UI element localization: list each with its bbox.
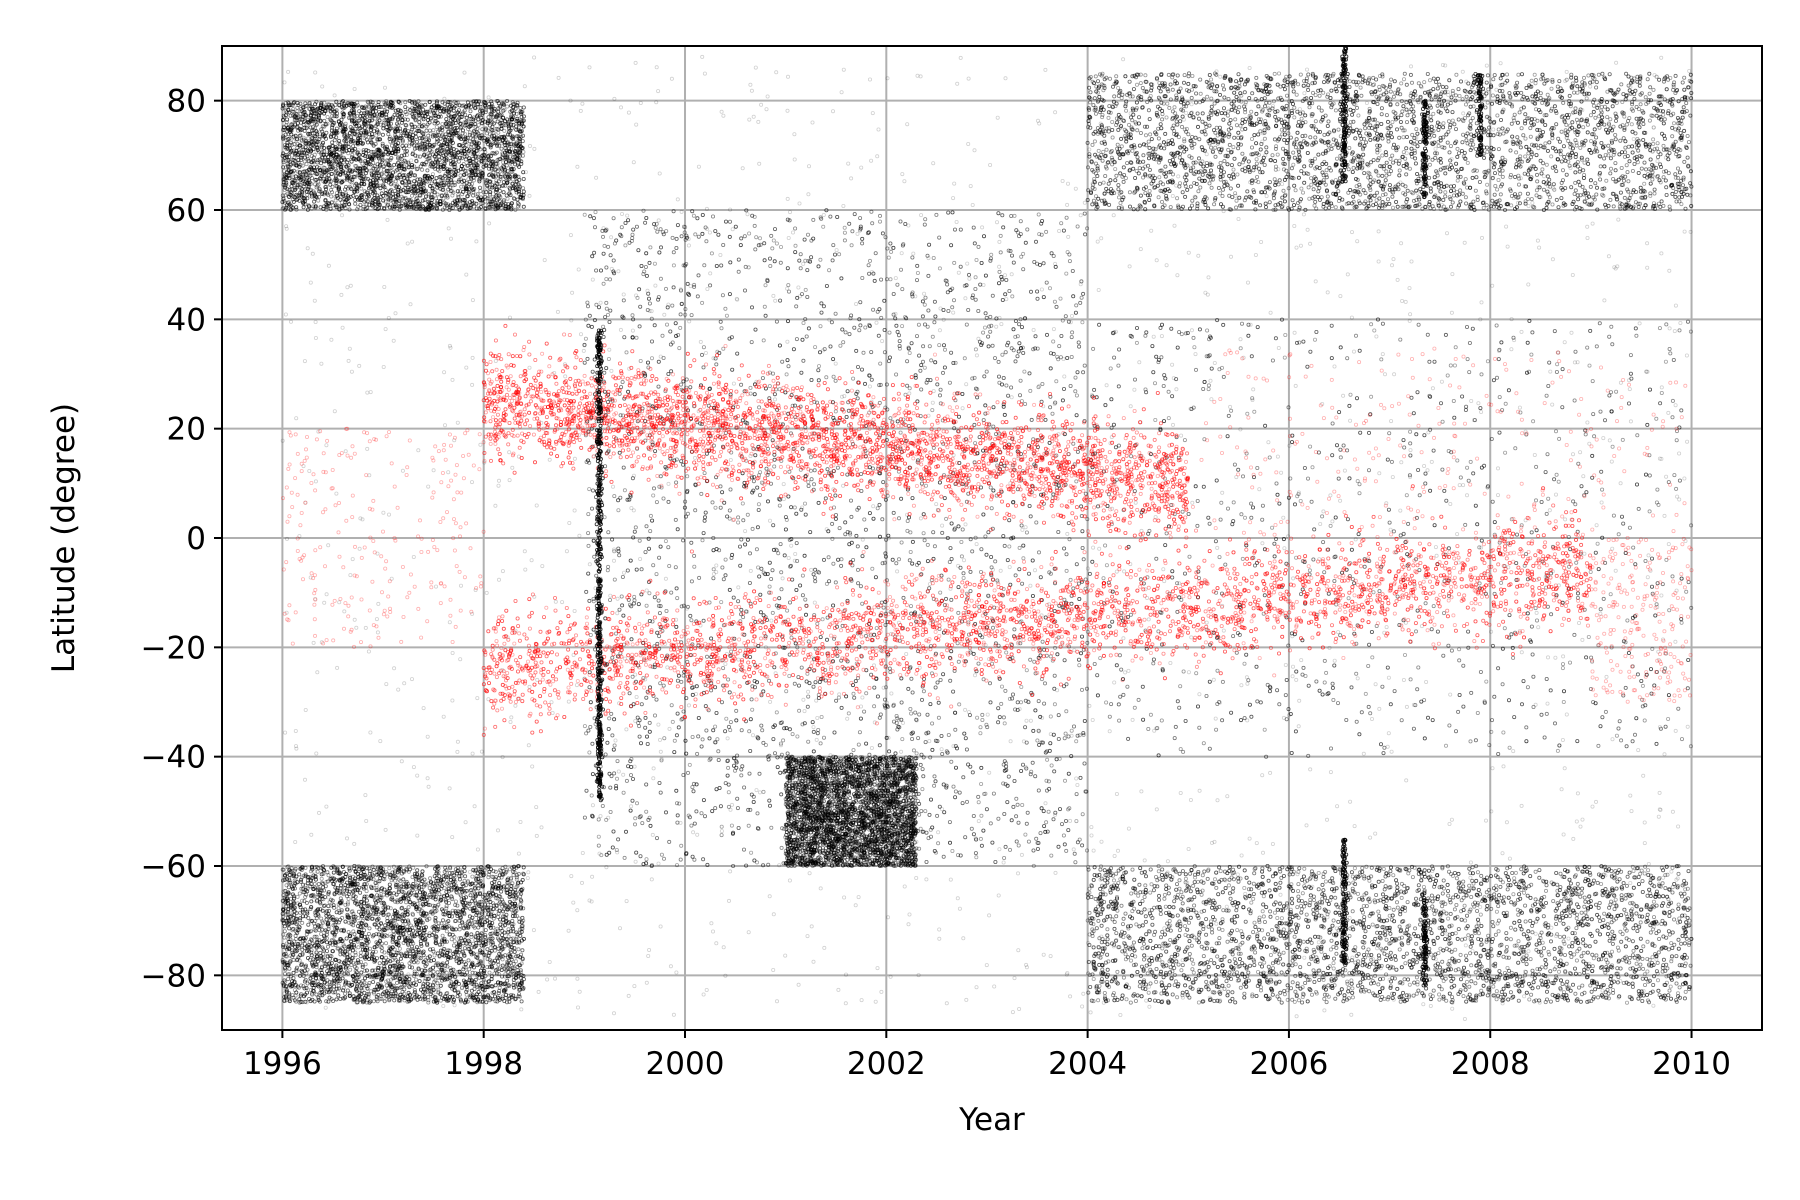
figure-background bbox=[0, 0, 1800, 1200]
scatter-chart: 1996 1998 2000 2002 2004 2006 2008 2010 −80−60−… bbox=[0, 0, 1800, 1200]
